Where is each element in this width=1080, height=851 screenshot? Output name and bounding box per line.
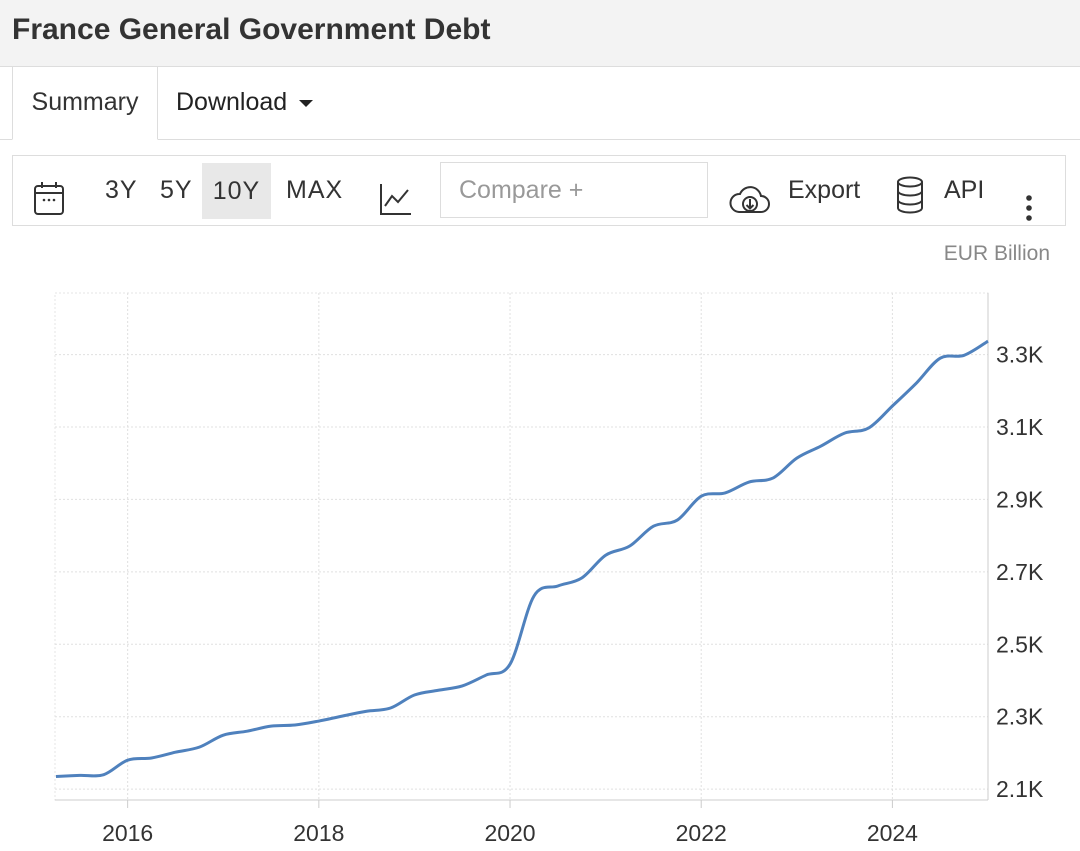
- y-tick-label: 2.9K: [996, 486, 1044, 512]
- database-icon[interactable]: [895, 172, 925, 214]
- tab-download[interactable]: Download: [176, 67, 314, 140]
- series-line: [55, 339, 989, 778]
- y-tick-label: 3.1K: [996, 414, 1044, 440]
- caret-down-icon: [299, 99, 314, 107]
- range-10y[interactable]: 10Y: [202, 163, 271, 219]
- plot-border: [54, 292, 989, 801]
- page-title: France General Government Debt: [12, 13, 491, 46]
- unit-label: EUR Billion: [943, 242, 1050, 265]
- y-tick-label: 2.1K: [996, 776, 1044, 802]
- x-tick-label: 2018: [293, 820, 344, 846]
- y-tick-label: 2.5K: [996, 631, 1044, 657]
- range-max[interactable]: MAX: [286, 176, 344, 204]
- x-tick-label: 2022: [676, 820, 727, 846]
- y-tick-label: 2.7K: [996, 559, 1044, 585]
- x-tick-label: 2024: [867, 820, 918, 846]
- more-options-icon[interactable]: [1025, 179, 1033, 221]
- calendar-icon[interactable]: [33, 174, 65, 215]
- range-3y[interactable]: 3Y: [105, 176, 138, 204]
- download-label: Download: [176, 88, 288, 116]
- export-button[interactable]: Export: [788, 176, 861, 204]
- api-button[interactable]: API: [944, 176, 985, 204]
- compare-input[interactable]: Compare +: [440, 162, 708, 218]
- tab-bar: Summary Download: [0, 67, 1080, 140]
- x-tick-label: 2020: [484, 820, 535, 846]
- x-tick-label: 2016: [102, 820, 153, 846]
- range-5y[interactable]: 5Y: [160, 176, 193, 204]
- title-bar: France General Government Debt: [0, 0, 1080, 67]
- cloud-download-icon[interactable]: [729, 174, 771, 213]
- line-chart: 2.1K 2.3K 2.5K 2.7K 2.9K 3.1K 3.3K 2016 2018 2020…: [54, 292, 1044, 846]
- chart-type-icon[interactable]: [379, 174, 413, 215]
- chart-toolbar: 3Y 5Y 10Y MAX Compare + Export API: [12, 155, 1066, 226]
- tab-summary[interactable]: Summary: [12, 67, 158, 140]
- y-tick-label: 2.3K: [996, 704, 1044, 730]
- y-tick-label: 3.3K: [996, 342, 1044, 368]
